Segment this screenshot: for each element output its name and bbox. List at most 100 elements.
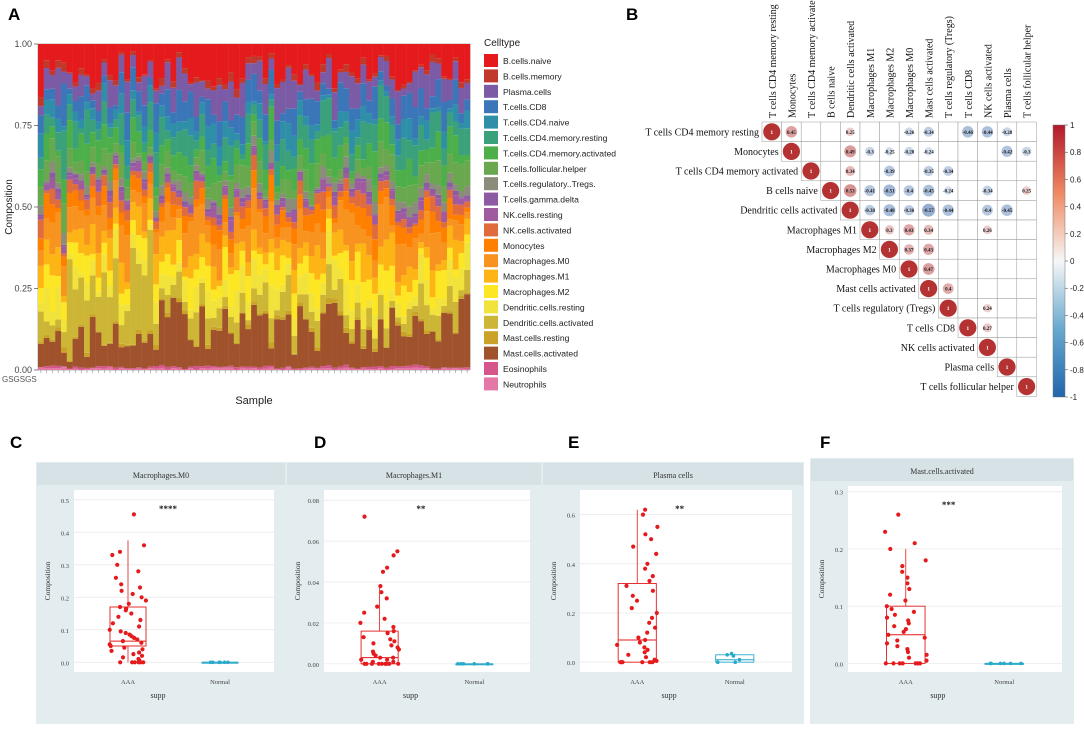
bar-segment (372, 224, 379, 240)
bar-segment (331, 367, 338, 370)
colorbar-label: 1 (1070, 121, 1075, 130)
corr-value: 1 (908, 267, 911, 273)
bar-segment (245, 366, 252, 369)
corr-value: -0.24 (943, 190, 954, 195)
heatmap-cell (977, 141, 998, 162)
bar-segment (372, 124, 379, 152)
bar-segment (406, 247, 413, 267)
bar-segment (135, 367, 142, 369)
bar-segment (435, 44, 442, 59)
bar-segment (118, 293, 125, 306)
bar-segment (354, 78, 361, 84)
bar-segment (268, 169, 275, 175)
bar-segment (210, 202, 217, 207)
bar-segment (366, 279, 373, 301)
bar-segment (446, 198, 453, 220)
bar-segment (38, 97, 44, 107)
bar-segment (464, 368, 471, 370)
bar-segment (458, 268, 465, 291)
row-label: Plasma cells (944, 363, 994, 374)
bar-segment (395, 366, 402, 369)
corr-circle (864, 204, 876, 216)
panel-title: Mast.cells.activated (910, 467, 974, 476)
column-label: Plasma cells (1003, 68, 1014, 118)
bar-segment (418, 64, 425, 68)
bar-segment (72, 172, 79, 175)
bar-segment (239, 165, 246, 189)
bar-segment (130, 344, 137, 346)
bar-segment (89, 119, 96, 133)
bar-segment (158, 93, 165, 106)
bar-segment (239, 144, 246, 155)
bar-segment (423, 74, 430, 109)
bar-segment (418, 242, 425, 249)
bar-segment (193, 180, 200, 200)
legend-swatch (484, 54, 498, 67)
bar-segment (239, 206, 246, 219)
bar-segment (153, 88, 160, 91)
bar-segment (78, 74, 85, 97)
bar-segment (412, 71, 419, 108)
heatmap-cell (879, 121, 900, 142)
bar-segment (452, 121, 459, 136)
heatmap-cell (957, 160, 978, 182)
bar-segment (268, 140, 275, 151)
bar-segment (464, 294, 471, 368)
bar-segment (418, 88, 425, 117)
corr-circle (885, 147, 894, 156)
bar-segment (38, 367, 44, 370)
bar-segment (43, 288, 50, 322)
bar-segment (256, 183, 263, 193)
bar-segment (124, 220, 131, 236)
bar-segment (308, 74, 315, 77)
bar-segment (268, 106, 275, 141)
bar-segment (337, 145, 344, 170)
bar-segment (400, 275, 407, 286)
bar-segment (389, 181, 396, 189)
bar-segment (297, 83, 304, 86)
corr-circle (962, 126, 974, 138)
bar-segment (262, 197, 269, 200)
bar-segment (366, 216, 373, 237)
bar-segment (372, 293, 379, 315)
bar-segment (377, 366, 384, 369)
bar-segment (395, 322, 402, 326)
corr-value: 1 (1025, 385, 1028, 391)
bar-segment (107, 217, 114, 230)
bar-segment (291, 44, 298, 75)
bar-segment (314, 351, 321, 368)
heatmap-cell (996, 298, 1018, 319)
corr-circle (822, 182, 840, 200)
bar-segment (464, 79, 471, 84)
panel-d-boxplot: Macrophages.M10.000.020.040.060.08**AAA N… (286, 462, 542, 724)
heatmap-cell (957, 180, 978, 201)
y-axis-label: Composition (549, 561, 558, 600)
data-point (643, 532, 648, 537)
column-label: Monocytes (787, 73, 798, 118)
panel-label-e: E (568, 433, 579, 452)
bar-segment (112, 228, 119, 259)
bar-segment (222, 297, 229, 306)
bar-segment (187, 91, 194, 119)
bar-segment (89, 162, 96, 167)
bar-segment (141, 105, 148, 127)
bar-segment (55, 188, 62, 193)
bar-segment (233, 212, 240, 216)
bar-segment (297, 276, 304, 295)
bar-segment (400, 323, 407, 332)
bar-segment (435, 298, 442, 316)
bar-segment (89, 275, 96, 315)
bar-segment (228, 239, 235, 254)
corr-value: 0.45 (787, 131, 796, 136)
bar-segment (216, 166, 223, 175)
heatmap-cell (957, 258, 978, 280)
bar-segment (233, 215, 240, 244)
heatmap-cell (977, 258, 998, 280)
box (617, 583, 657, 663)
corr-circle (900, 260, 918, 278)
data-point (385, 565, 390, 570)
bar-segment (268, 94, 275, 100)
bar-segment (101, 59, 108, 63)
bar-segment (297, 100, 304, 116)
bar-segment (158, 199, 165, 203)
